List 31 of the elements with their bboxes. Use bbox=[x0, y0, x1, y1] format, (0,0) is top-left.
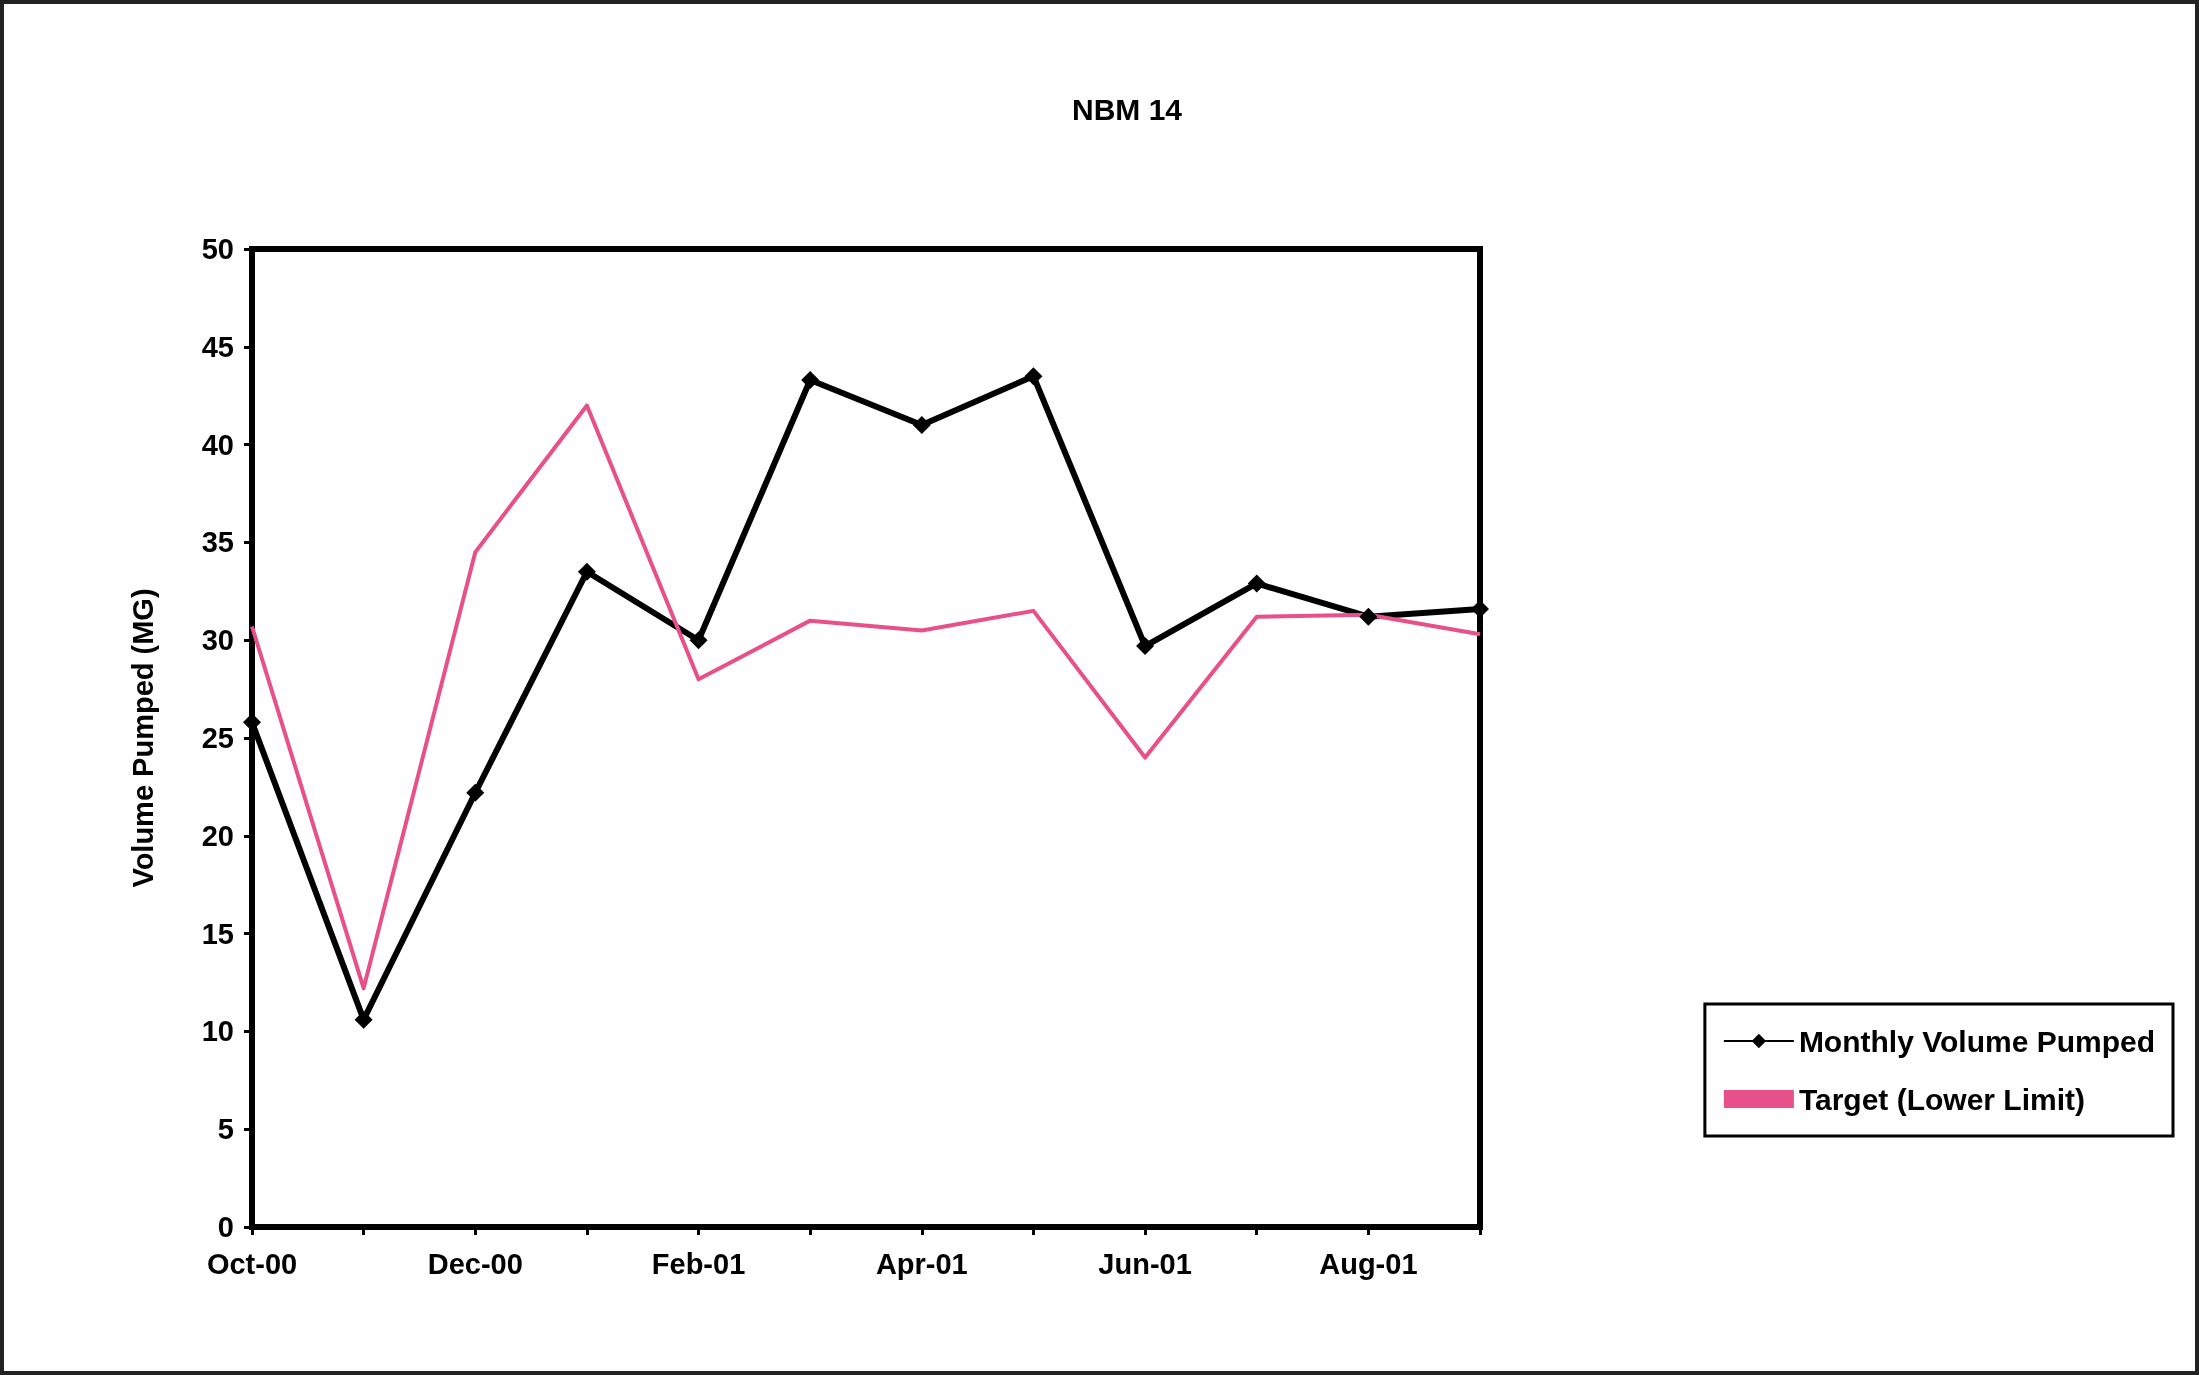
y-tick-label: 0 bbox=[217, 1211, 234, 1243]
x-tick-label: Apr-01 bbox=[875, 1247, 968, 1280]
point bbox=[1136, 637, 1155, 656]
point bbox=[1024, 367, 1043, 386]
y-tick-label: 20 bbox=[201, 819, 234, 852]
point bbox=[912, 416, 931, 435]
y-tick-label: 10 bbox=[201, 1015, 234, 1048]
point bbox=[801, 371, 820, 390]
point bbox=[689, 631, 708, 650]
y-tick-label: 15 bbox=[201, 917, 234, 950]
y-tick-label: 35 bbox=[201, 526, 234, 559]
point bbox=[1359, 607, 1378, 626]
legend-label: Target (Lower Limit) bbox=[1798, 1082, 2086, 1116]
y-tick-label: 45 bbox=[201, 330, 234, 363]
y-axis-title: Volume Pumped (MG) bbox=[126, 588, 159, 888]
x-tick-label: Dec-00 bbox=[427, 1247, 523, 1280]
x-tick-label: Jun-01 bbox=[1098, 1247, 1192, 1280]
y-tick-label: 25 bbox=[201, 722, 234, 754]
point bbox=[1247, 574, 1266, 593]
y-tick-label: 40 bbox=[201, 428, 234, 461]
point bbox=[577, 562, 596, 581]
point bbox=[354, 1010, 373, 1029]
x-tick-label: Oct-00 bbox=[206, 1247, 298, 1280]
chart-title: NBM 14 bbox=[1071, 92, 1183, 126]
y-tick-label: 50 bbox=[201, 233, 234, 265]
x-tick-label: Aug-01 bbox=[1319, 1247, 1418, 1280]
legend-label: Monthly Volume Pumped bbox=[1798, 1024, 2156, 1058]
x-tick-label: Feb-01 bbox=[651, 1247, 746, 1280]
y-tick-label: 5 bbox=[217, 1113, 234, 1146]
point bbox=[466, 783, 485, 802]
y-tick-label: 30 bbox=[201, 624, 234, 657]
